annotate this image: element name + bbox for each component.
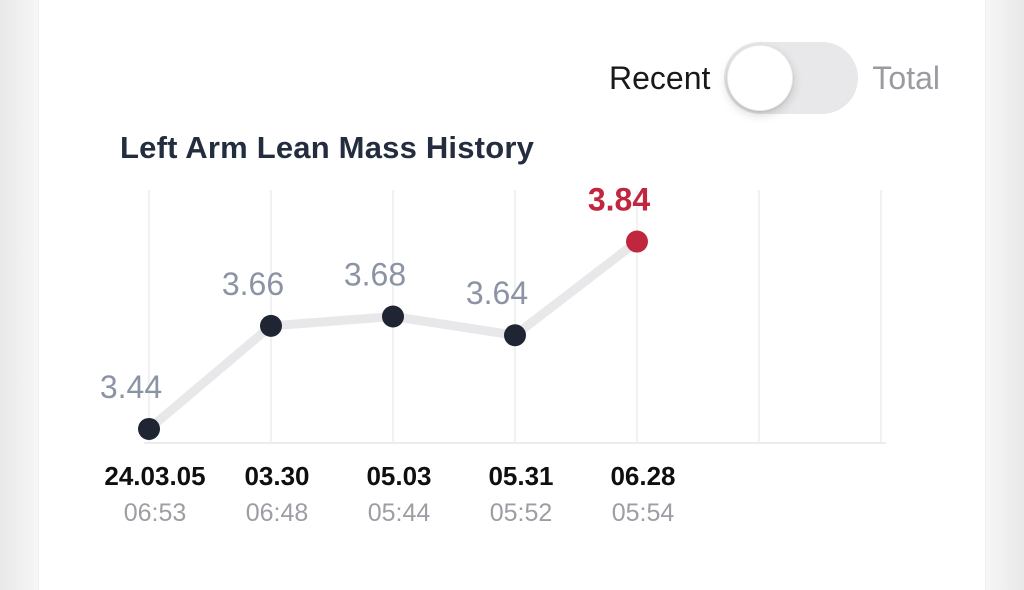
point-value-label: 3.44 [100, 369, 162, 405]
point-value-label: 3.84 [588, 182, 650, 218]
x-axis-date-label: 05.03 [366, 461, 431, 491]
data-point-highlight [626, 230, 648, 253]
toggle-label-recent: Recent [609, 59, 711, 96]
page-edge-right [985, 0, 1024, 590]
data-point [382, 305, 404, 328]
switch-knob [727, 45, 794, 111]
point-value-label: 3.68 [344, 257, 406, 293]
data-point [138, 417, 160, 440]
page-edge-left [0, 0, 39, 590]
point-value-label: 3.66 [222, 266, 284, 302]
x-axis-time-label: 05:52 [490, 499, 553, 527]
recent-total-toggle-row: Recent Total [609, 42, 940, 114]
recent-total-switch[interactable] [724, 42, 859, 114]
x-axis-date-label: 03.30 [244, 461, 309, 491]
toggle-label-total: Total [872, 59, 940, 96]
x-axis-date-label: 05.31 [488, 461, 553, 491]
x-axis-time-label: 05:54 [612, 499, 675, 527]
chart-title: Left Arm Lean Mass History [120, 130, 535, 165]
data-point [260, 314, 282, 337]
x-axis-time-label: 06:53 [124, 499, 187, 527]
point-value-label: 3.64 [466, 275, 528, 311]
x-axis-date-label: 06.28 [610, 461, 675, 491]
x-axis-time-label: 05:44 [368, 499, 431, 527]
data-point [504, 324, 526, 347]
x-axis-time-label: 06:48 [246, 499, 309, 527]
x-axis-date-label: 24.03.05 [104, 461, 205, 491]
